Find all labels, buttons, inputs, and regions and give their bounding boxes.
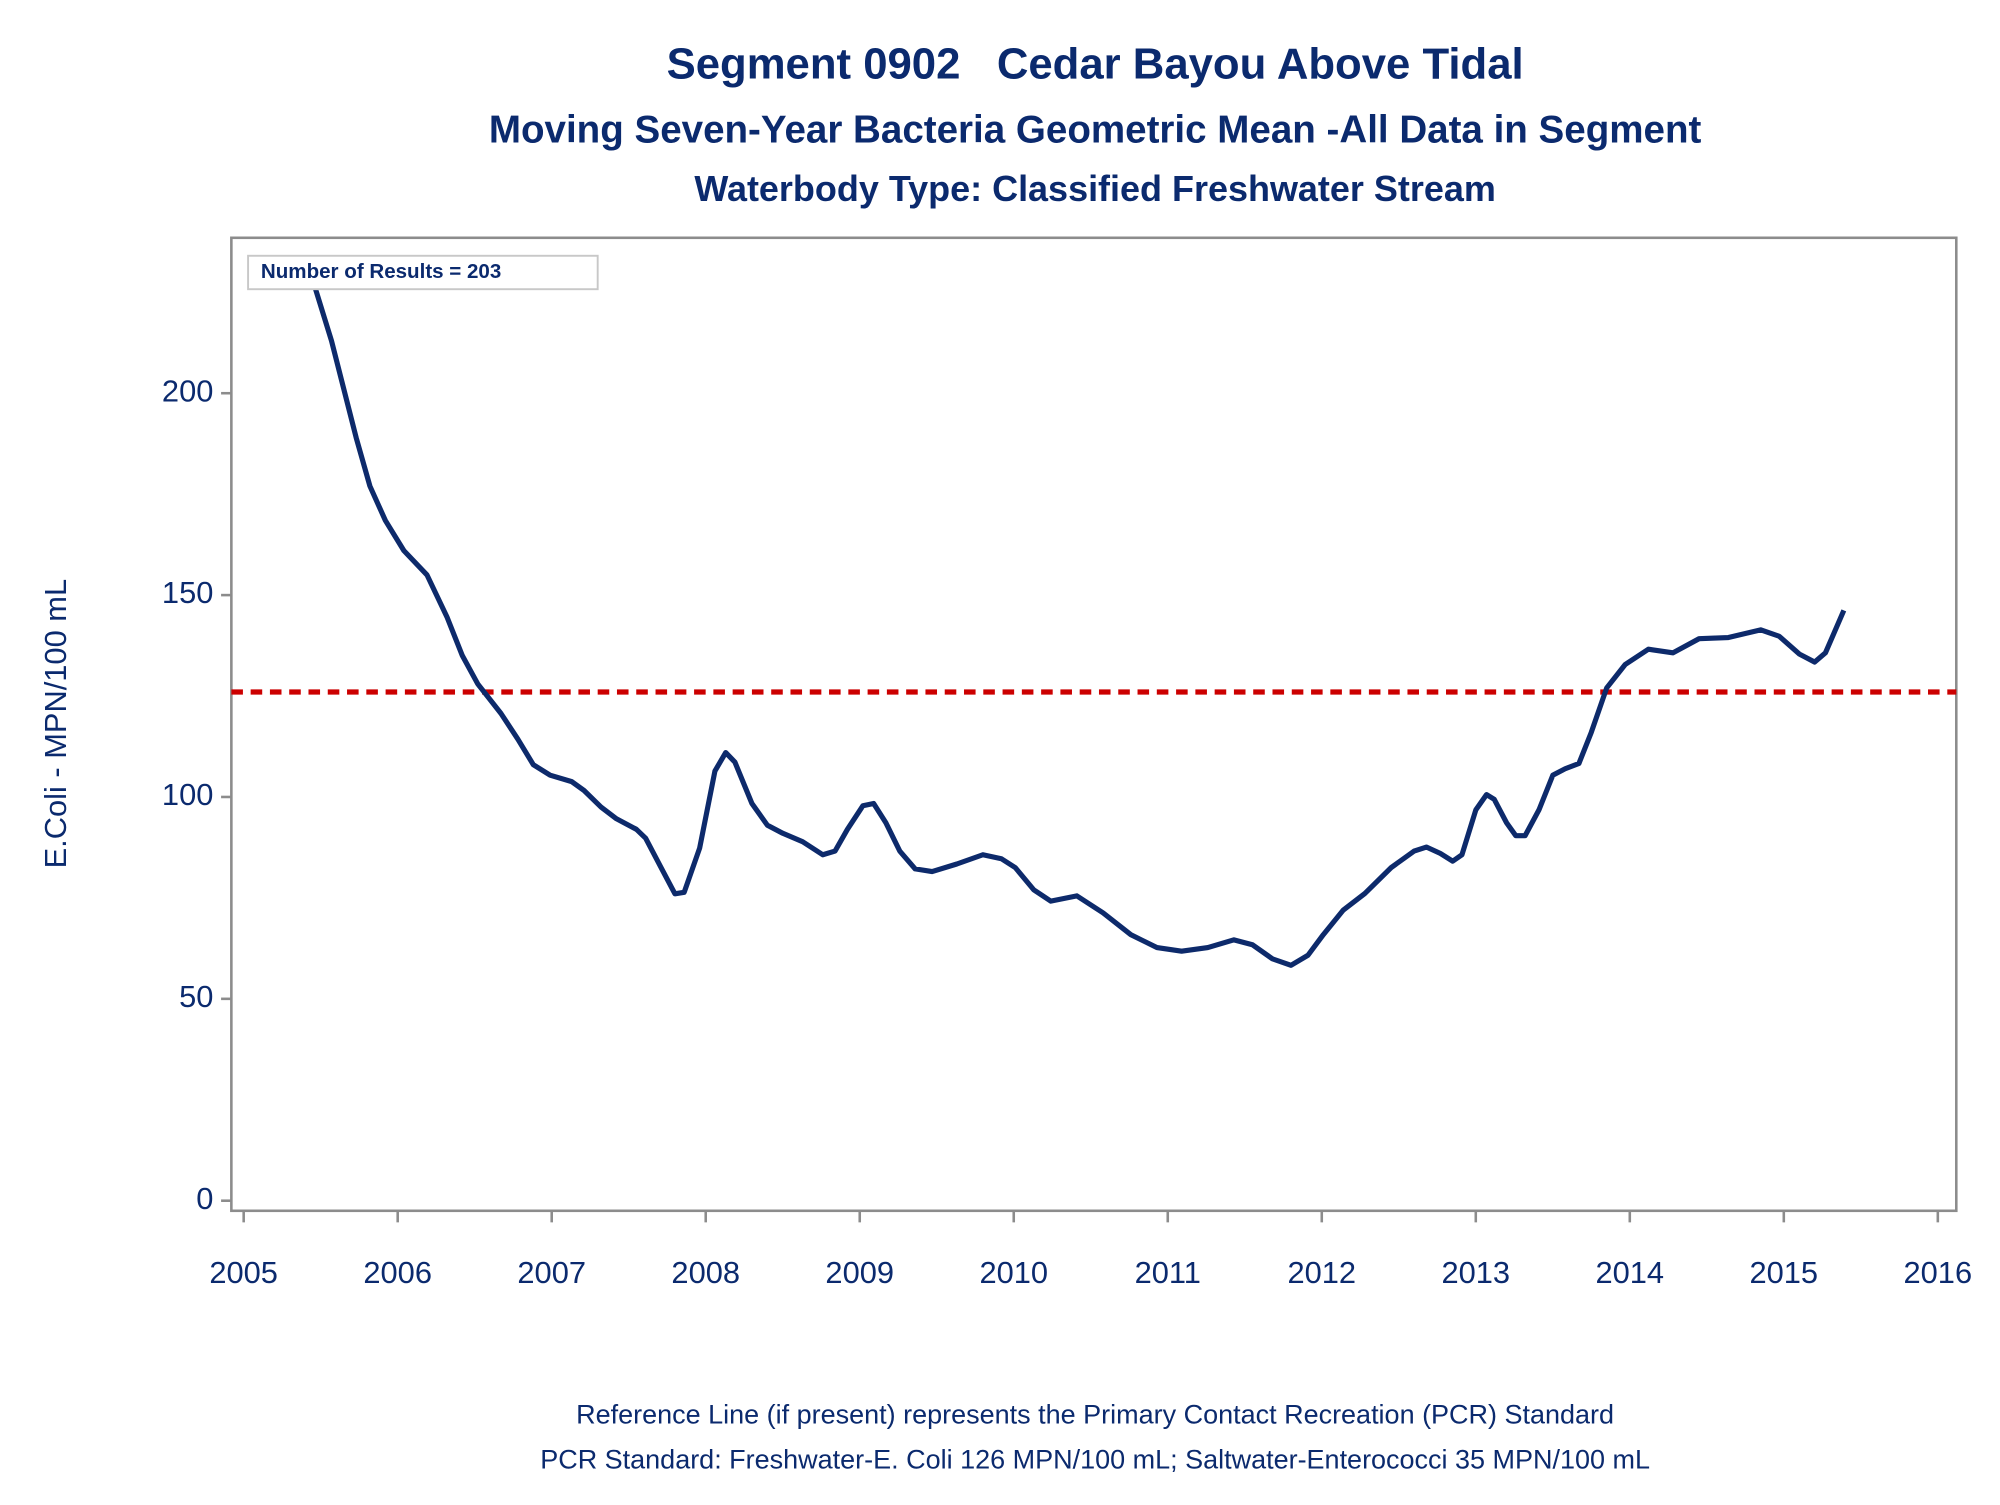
y-tick-label: 50 (179, 979, 213, 1014)
x-tick-label: 2006 (363, 1255, 432, 1290)
chart-subtitle: Waterbody Type: Classified Freshwater St… (694, 168, 1496, 209)
y-tick-label: 150 (162, 575, 213, 610)
x-tick-label: 2008 (671, 1255, 740, 1290)
chart-title: Segment 0902 Cedar Bayou Above Tidal (667, 39, 1524, 88)
annotation-box (247, 254, 599, 291)
x-tick-label: 2016 (1904, 1255, 1973, 1290)
x-tick-label: 2010 (979, 1255, 1048, 1290)
x-tick-label: 2005 (209, 1255, 278, 1290)
x-tick-label: 2012 (1287, 1255, 1356, 1290)
x-tick-label: 2009 (825, 1255, 894, 1290)
x-tick-label: 2007 (517, 1255, 586, 1290)
y-tick-label: 100 (162, 777, 213, 812)
data-line (302, 255, 1847, 968)
x-tick-label: 2011 (1135, 1255, 1201, 1290)
footnote: PCR Standard: Freshwater-E. Coli 126 MPN… (540, 1445, 1650, 1475)
annotation: Number of Results = 203 (261, 260, 501, 283)
x-tick-label: 2014 (1595, 1255, 1664, 1290)
chart-subtitle: Moving Seven-Year Bacteria Geometric Mea… (489, 109, 1702, 152)
y-tick-label: 200 (162, 373, 213, 408)
footnote: Reference Line (if present) represents t… (576, 1400, 1614, 1430)
x-tick-label: 2015 (1750, 1255, 1819, 1290)
plot-frame (230, 236, 1958, 1213)
y-axis-label: E.Coli - MPN/100 mL (38, 579, 73, 869)
y-tick-label: 0 (196, 1181, 213, 1216)
x-tick-label: 2013 (1441, 1255, 1510, 1290)
